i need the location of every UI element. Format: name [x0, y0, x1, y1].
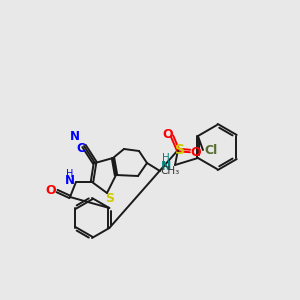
- Text: H: H: [66, 169, 74, 179]
- Text: Cl: Cl: [204, 145, 218, 158]
- Text: N: N: [65, 175, 75, 188]
- Text: CH₃: CH₃: [160, 166, 180, 176]
- Text: S: S: [106, 191, 115, 205]
- Text: N: N: [70, 130, 80, 142]
- Text: C: C: [76, 142, 85, 154]
- Text: N: N: [161, 160, 171, 172]
- Text: S: S: [175, 143, 185, 157]
- Text: O: O: [191, 146, 201, 160]
- Text: O: O: [163, 128, 173, 140]
- Text: H: H: [162, 153, 170, 163]
- Text: O: O: [46, 184, 56, 197]
